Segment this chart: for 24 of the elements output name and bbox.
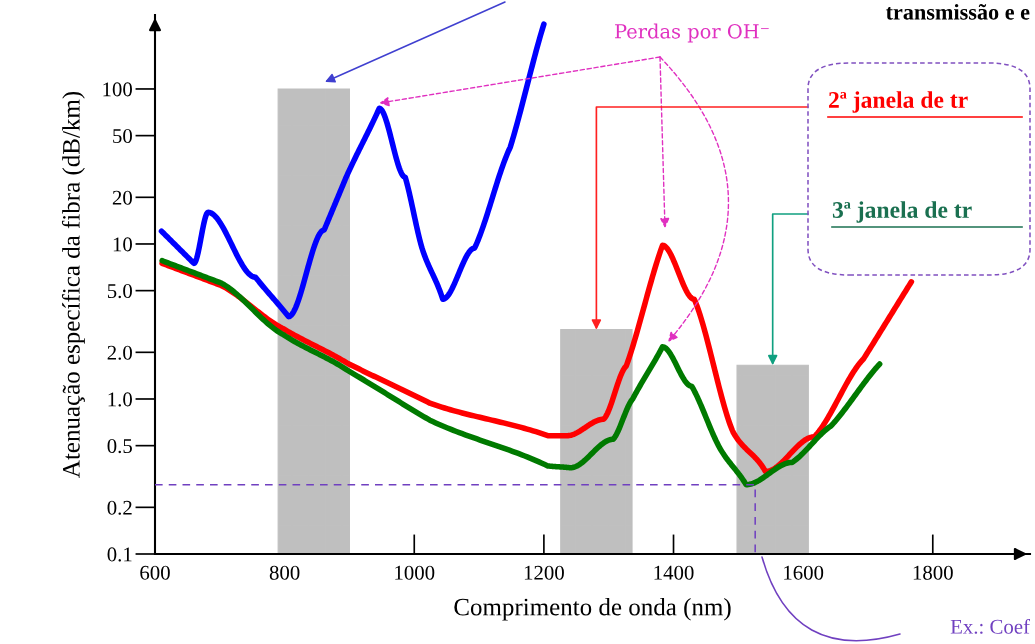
x-tick-label: 1600 <box>784 565 824 580</box>
y-tick-label: 0.2 <box>107 500 132 515</box>
y-tick-label: 100 <box>103 82 132 97</box>
y-tick-label: 5.0 <box>107 284 132 299</box>
x-tick-label: 1800 <box>913 565 953 580</box>
annotation: 2ª janela de tr <box>828 91 968 113</box>
y-tick-label: 0.5 <box>107 439 132 454</box>
x-tick-label: 1400 <box>654 565 694 580</box>
y-tick-label: 1.0 <box>108 392 132 407</box>
y-tick-label: 20 <box>112 190 132 205</box>
x-tick-label: 600 <box>140 565 170 580</box>
y-tick-label: 0.1 <box>107 547 132 562</box>
y-axis-title: Atenuação específica da fibra (dB/km) <box>61 91 85 478</box>
x-axis-title: Comprimento de onda (nm) <box>454 597 731 621</box>
x-tick-label: 800 <box>269 565 300 580</box>
y-tick-label: 10 <box>113 237 132 252</box>
annotation: Perdas por OH⁻ <box>615 23 769 43</box>
annotation: 3ª janela de tr <box>832 201 972 223</box>
y-tick-label: 2.0 <box>107 345 132 360</box>
x-tick-label: 1200 <box>524 565 564 580</box>
y-tick-label: 50 <box>113 129 132 144</box>
text: Ex.: Coef <box>950 618 1030 634</box>
x-tick-label: 1000 <box>395 565 435 580</box>
annotation: transmissão e e <box>885 3 1030 20</box>
